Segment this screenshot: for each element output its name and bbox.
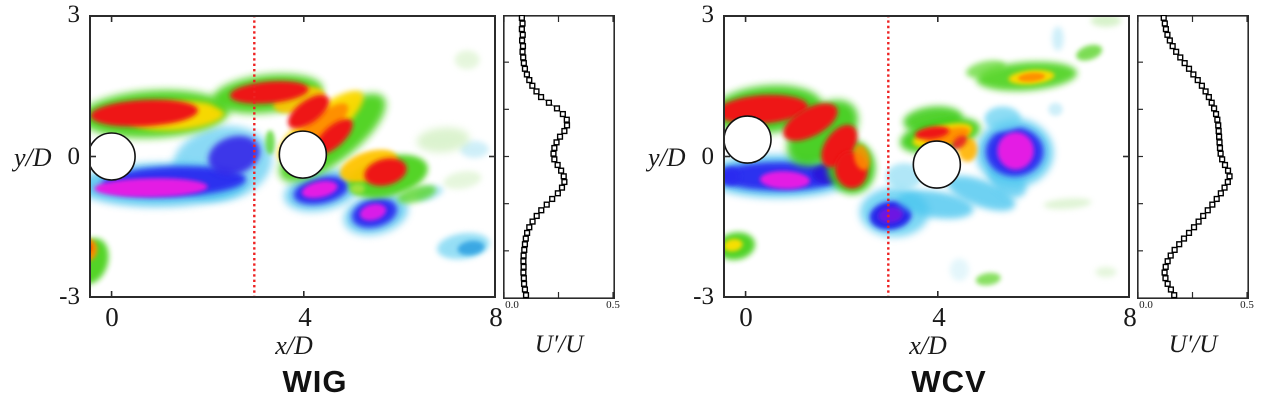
profile-markers [1160,15,1233,299]
contour-field [723,15,1122,286]
u-tick-max: 0.5 [606,299,620,311]
panel-title: WCV [911,364,987,399]
x-tick-4: 4 [298,302,312,332]
cylinder-outline [723,115,772,164]
panel-title: WIG [282,364,348,399]
contour-axes-box [723,15,1130,298]
cylinder-outline [278,130,328,179]
u-axis-label: U′/U [534,331,584,358]
y-axis-label: y/D [648,143,686,172]
y-tick-zero-label: 0 [701,143,715,170]
y-tick-zero-label: 0 [67,143,81,170]
u-axis-label: U′/U [1168,331,1218,358]
y-tick-top-label: 3 [67,1,81,28]
x-tick-0: 0 [739,302,753,332]
u-tick-max: 0.5 [1240,299,1254,311]
y-tick-bottom-label: -3 [59,283,80,310]
x-tick-8: 8 [1123,302,1137,332]
x-tick-4: 4 [932,302,946,332]
x-tick-8: 8 [489,302,503,332]
x-axis-label: x/D [275,331,313,360]
contour-svg-wig [89,15,496,298]
x-tick-0: 0 [105,302,119,332]
contour-axes-box [89,15,496,298]
cylinder-outline [89,132,136,181]
u-tick-min: 0.0 [505,299,519,311]
contour-svg-wcv [723,15,1130,298]
panel-wcv: 3 y/D 0 -3 0 4 8 x/D 0.0 0.5 U′/U WCV [636,0,1269,419]
y-axis-label: y/D [14,143,52,172]
x-axis-label: x/D [909,331,947,360]
u-tick-min: 0.0 [1139,299,1153,311]
profile-markers [518,15,571,299]
cylinder-outline [912,140,962,189]
y-tick-bottom-label: -3 [693,283,714,310]
profile-svg-wcv [1137,15,1249,299]
y-tick-top-label: 3 [701,1,715,28]
profile-axes-box [1137,15,1249,299]
profile-svg-wig [503,15,615,299]
panel-wig: 3 y/D 0 -3 0 4 8 x/D 0.0 0.5 U′/U WIG [2,0,635,419]
